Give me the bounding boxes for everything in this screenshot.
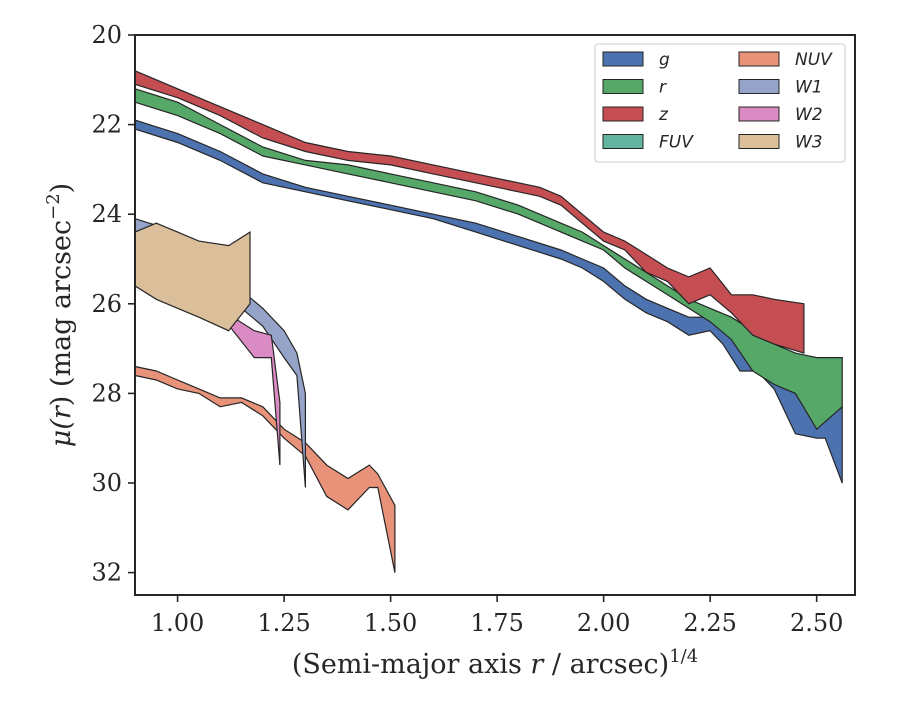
x-tick-label: 2.25 [683,609,736,637]
x-tick-label: 2.00 [577,609,630,637]
band-z [134,69,805,354]
y-axis-label-mu: μ( [46,418,77,448]
y-axis-label: μ(r) (mag arcsec−2) [43,183,77,447]
legend-label-w1: W1 [795,78,823,98]
x-tick-label: 1.50 [364,609,417,637]
x-axis-label-var: r [530,649,545,680]
legend-label-nuv: NUV [795,50,833,70]
y-tick-label: 24 [91,200,122,228]
legend: grz FUV NUV W1 W2 W3 [594,43,846,163]
x-axis-label-suffix: / arcsec) [543,649,669,680]
legend-swatch-fuv [602,134,644,149]
legend-label-r: r [659,78,667,98]
band-w3 [134,222,251,332]
y-tick-label: 30 [91,469,122,497]
x-tick-label: 1.75 [470,609,523,637]
y-tick-label: 32 [91,559,122,587]
x-axis-label: (Semi-major axis r / arcsec)1/4 [292,646,698,680]
y-axis-label-rest: ) (mag arcsec [46,220,77,406]
ticks-layer: 1.00 1.25 1.50 1.75 2.00 2.25 2.50 20 22 24 26 28 30… [91,21,843,637]
legend-label-g: g [659,50,670,70]
x-tick-label: 2.50 [790,609,843,637]
legend-swatch-r [602,79,644,94]
legend-swatch-nuv [738,51,780,67]
y-tick-label: 26 [91,290,122,318]
band-g [134,119,843,484]
x-tick-label: 1.00 [151,609,204,637]
y-tick-label: 20 [91,21,122,49]
legend-label-w3: W3 [795,133,823,153]
legend-swatch-w2 [738,106,780,122]
x-axis-label-prefix: (Semi-major axis [292,649,531,680]
plot-frame [134,34,856,596]
x-tick-label: 1.25 [257,609,310,637]
legend-swatch-w3 [738,134,780,149]
legend-swatch-g [602,51,644,67]
y-tick-label: 22 [91,111,122,139]
legend-swatch-z [602,106,644,122]
bands-layer [134,69,843,573]
legend-swatch-w1 [738,79,780,94]
y-tick-label: 28 [91,379,122,407]
band-r [134,87,843,431]
legend-label-w2: W2 [795,105,823,125]
legend-box [594,43,846,163]
band-nuv [134,365,396,573]
y-axis-label-close: ) [46,183,77,194]
y-axis-label-var: r [46,404,77,419]
legend-label-z: z [658,105,669,125]
y-axis-label-sup: −2 [43,193,64,220]
legend-label-fuv: FUV [659,133,694,153]
x-axis-label-sup: 1/4 [669,646,698,667]
